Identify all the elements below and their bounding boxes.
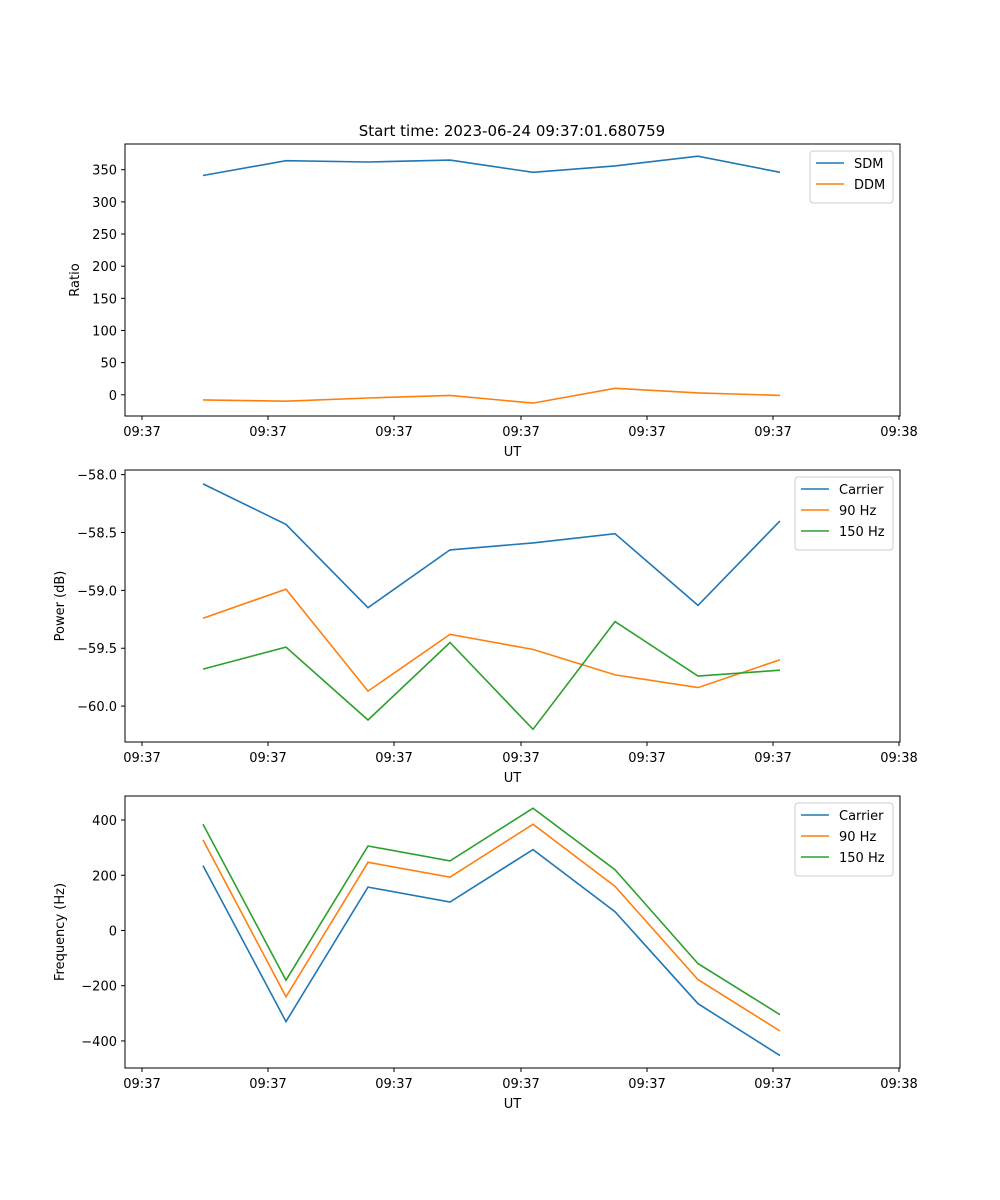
x-tick-label: 09:37	[249, 425, 286, 440]
legend-label: DDM	[854, 178, 885, 193]
legend-label: Carrier	[839, 483, 884, 498]
x-tick-label: 09:37	[375, 1077, 412, 1092]
x-tick-label: 09:37	[123, 1077, 160, 1092]
x-tick-label: 09:37	[123, 425, 160, 440]
x-tick-label: 09:38	[880, 751, 917, 766]
x-tick-label: 09:38	[880, 425, 917, 440]
x-tick-label: 09:37	[375, 425, 412, 440]
y-tick-label: −58.0	[77, 469, 117, 484]
legend-label: 90 Hz	[839, 830, 876, 845]
x-tick-label: 09:37	[628, 425, 665, 440]
x-tick-label: 09:37	[754, 751, 791, 766]
y-tick-label: 350	[92, 164, 117, 179]
x-tick-label: 09:37	[249, 1077, 286, 1092]
y-tick-label: −200	[81, 980, 117, 995]
x-tick-label: 09:37	[123, 751, 160, 766]
x-tick-label: 09:37	[249, 751, 286, 766]
y-tick-label: −59.0	[77, 584, 117, 599]
x-axis-label: UT	[504, 771, 522, 786]
chart-panel-3: 09:37 09:37 09:37 09:37 09:37 09:37 09:38 −400 −…	[53, 795, 918, 1112]
chart-panels: 09:37 09:37 09:37 09:37 09:37 09:37 09:38 0 50 10…	[53, 143, 918, 1112]
y-tick-label: 50	[100, 357, 117, 372]
series-line-sdm	[202, 155, 781, 177]
y-tick-label: 300	[92, 196, 117, 211]
plot-frame	[124, 469, 901, 743]
legend-label: SDM	[854, 157, 883, 172]
y-tick-label: 200	[92, 869, 117, 884]
x-tick-label: 09:37	[375, 751, 412, 766]
plot-frame	[124, 143, 901, 417]
x-tick-label: 09:37	[502, 751, 539, 766]
y-tick-label: 400	[92, 814, 117, 829]
series-line-150-hz	[202, 620, 781, 731]
series-line-90-hz	[202, 823, 781, 1032]
x-tick-label: 09:37	[502, 1077, 539, 1092]
y-axis-label: Power (dB)	[53, 571, 68, 642]
x-tick-label: 09:38	[880, 1077, 917, 1092]
y-tick-label: 150	[92, 292, 117, 307]
y-axis-label: Frequency (Hz)	[53, 883, 68, 981]
y-tick-label: 200	[92, 260, 117, 275]
y-tick-label: −60.0	[77, 700, 117, 715]
y-tick-label: −58.5	[77, 527, 117, 542]
series-line-150-hz	[202, 807, 781, 1016]
y-axis-label: Ratio	[68, 263, 83, 296]
series-line-ddm	[202, 387, 781, 404]
series-line-carrier	[202, 848, 781, 1057]
legend-label: 150 Hz	[839, 851, 885, 866]
y-tick-label: 0	[109, 924, 117, 939]
x-tick-label: 09:37	[754, 425, 791, 440]
chart-panel-1: 09:37 09:37 09:37 09:37 09:37 09:37 09:38 0 50 10…	[68, 143, 918, 460]
y-tick-label: 0	[109, 389, 117, 404]
y-tick-label: −400	[81, 1035, 117, 1050]
x-tick-label: 09:37	[628, 751, 665, 766]
figure-title: Start time: 2023-06-24 09:37:01.680759	[359, 122, 665, 140]
y-tick-label: 250	[92, 228, 117, 243]
series-line-90-hz	[202, 588, 781, 693]
legend-box	[809, 150, 894, 204]
legend-label: Carrier	[839, 809, 884, 824]
legend-label: 90 Hz	[839, 504, 876, 519]
plot-frame	[124, 795, 901, 1069]
chart-panel-2: 09:37 09:37 09:37 09:37 09:37 09:37 09:38 −58.0…	[53, 469, 918, 786]
x-tick-label: 09:37	[502, 425, 539, 440]
x-tick-label: 09:37	[754, 1077, 791, 1092]
y-tick-label: −59.5	[77, 642, 117, 657]
x-axis-label: UT	[504, 445, 522, 460]
x-axis-label: UT	[504, 1097, 522, 1112]
x-tick-label: 09:37	[628, 1077, 665, 1092]
legend-label: 150 Hz	[839, 525, 885, 540]
series-line-carrier	[202, 483, 781, 609]
y-tick-label: 100	[92, 324, 117, 339]
